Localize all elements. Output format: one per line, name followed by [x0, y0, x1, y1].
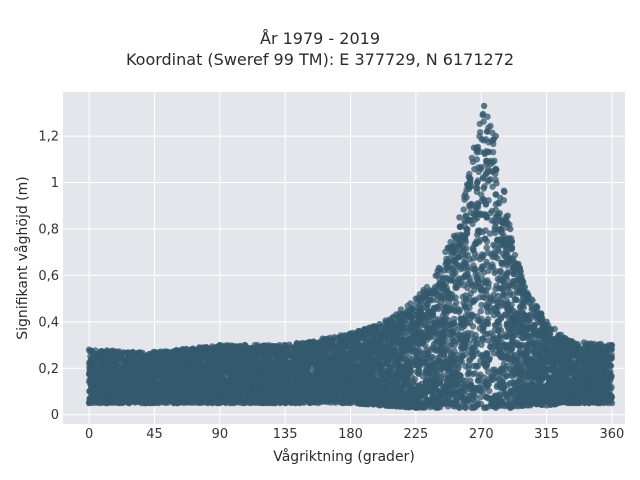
data-point — [483, 244, 490, 251]
chart-subtitle: Koordinat (Sweref 99 TM): E 377729, N 61… — [125, 50, 515, 69]
data-point — [407, 300, 414, 307]
data-points — [85, 102, 616, 411]
data-point — [477, 129, 484, 136]
data-point — [477, 308, 484, 315]
data-point — [486, 230, 494, 237]
chart-title: År 1979 - 2019 — [260, 29, 380, 48]
data-point — [474, 271, 482, 278]
data-point — [580, 339, 588, 346]
data-point — [481, 183, 488, 190]
data-point — [477, 394, 484, 401]
data-point — [382, 317, 389, 324]
data-point — [493, 180, 500, 187]
data-point — [471, 266, 478, 273]
data-point — [466, 170, 473, 178]
data-point — [504, 212, 511, 219]
data-point — [478, 301, 485, 309]
data-point — [460, 206, 467, 213]
data-point — [397, 306, 405, 313]
